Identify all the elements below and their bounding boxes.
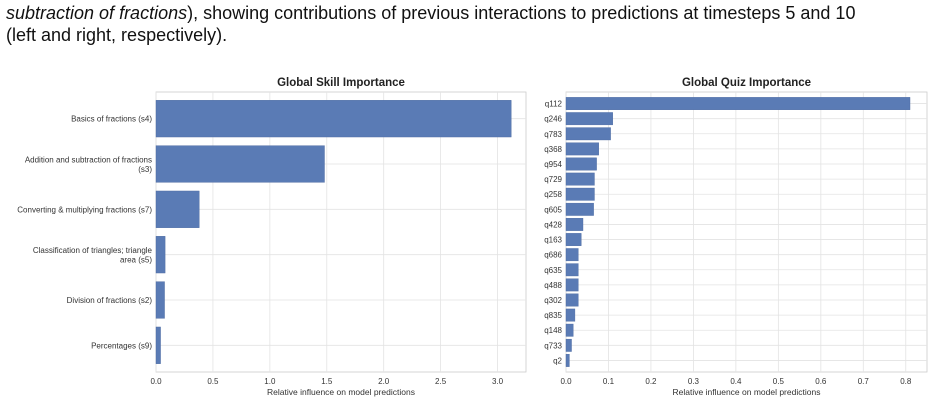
quiz-plot-frame <box>565 91 928 373</box>
caption-line1-rest: ), showing contributions of previous int… <box>187 3 856 23</box>
quiz-bar <box>565 127 611 141</box>
skill-category-label: area (s5) <box>120 255 152 264</box>
quiz-x-axis-label: Relative influence on model predictions <box>673 387 821 397</box>
quiz-xtick-label: 0.2 <box>645 377 657 386</box>
quiz-category-label: q733 <box>544 341 562 350</box>
skill-bar <box>155 326 161 364</box>
skill-xtick-label: 2.0 <box>378 377 390 386</box>
quiz-xtick-label: 0.7 <box>858 377 870 386</box>
quiz-bar <box>565 233 582 246</box>
skill-bar <box>155 190 200 228</box>
quiz-bar <box>565 338 572 352</box>
quiz-bar <box>565 172 595 186</box>
quiz-bar <box>565 323 574 337</box>
skill-category-label: Percentages (s9) <box>91 341 152 350</box>
quiz-bar <box>565 278 579 292</box>
quiz-category-label: q302 <box>544 296 562 305</box>
quiz-xtick-label: 0.3 <box>688 377 700 386</box>
quiz-bar <box>565 218 584 231</box>
quiz-xtick-label: 0.1 <box>603 377 615 386</box>
skill-xtick-label: 0.0 <box>150 377 162 386</box>
quiz-category-label: q112 <box>545 100 563 109</box>
quiz-bar <box>565 157 597 171</box>
quiz-bar <box>565 248 579 262</box>
quiz-bar <box>565 263 579 277</box>
skill-x-axis-label: Relative influence on model predictions <box>267 387 415 397</box>
quiz-bar <box>565 187 595 201</box>
quiz-bar <box>565 112 613 126</box>
quiz-category-label: q729 <box>544 175 562 184</box>
quiz-bar <box>565 97 911 110</box>
skill-xtick-label: 2.5 <box>435 377 447 386</box>
skill-category-label: Addition and subtraction of fractions <box>25 155 152 164</box>
quiz-category-label: q488 <box>544 281 562 290</box>
quiz-xtick-label: 0.6 <box>815 377 827 386</box>
quiz-bar <box>565 142 599 156</box>
quiz-bar <box>565 202 594 216</box>
skill-category-label: Division of fractions (s2) <box>67 296 153 305</box>
skill-bar <box>155 100 512 138</box>
skill-chart-title: Global Skill Importance <box>277 77 405 89</box>
quiz-category-label: q368 <box>544 145 562 154</box>
quiz-chart-title: Global Quiz Importance <box>682 77 811 89</box>
skill-plot-frame <box>155 91 527 373</box>
quiz-category-label: q686 <box>544 251 562 260</box>
skill-xtick-label: 1.0 <box>264 377 276 386</box>
quiz-category-label: q163 <box>544 236 562 245</box>
skill-bar <box>155 145 325 183</box>
skill-category-label: Classification of triangles; triangle <box>33 246 153 255</box>
skill-category-label: (s3) <box>138 165 152 174</box>
quiz-category-label: q954 <box>544 160 562 169</box>
quiz-bar <box>565 354 570 367</box>
quiz-category-label: q635 <box>544 266 562 275</box>
quiz-xtick-label: 0.5 <box>773 377 785 386</box>
caption-line2: (left and right, respectively). <box>6 25 228 45</box>
skill-bar <box>155 281 165 319</box>
caption-italic: subtraction of fractions <box>6 3 188 23</box>
skill-xtick-label: 0.5 <box>207 377 219 386</box>
quiz-category-label: q835 <box>544 311 562 320</box>
quiz-category-label: q2 <box>553 356 562 365</box>
quiz-category-label: q783 <box>544 130 562 139</box>
quiz-xtick-label: 0.0 <box>560 377 572 386</box>
quiz-category-label: q605 <box>544 205 562 214</box>
quiz-xtick-label: 0.4 <box>730 377 742 386</box>
skill-category-label: Basics of fractions (s4) <box>71 115 152 124</box>
quiz-category-label: q258 <box>544 190 562 199</box>
quiz-category-label: q246 <box>544 115 562 124</box>
skill-xtick-label: 3.0 <box>492 377 504 386</box>
skill-category-label: Converting & multiplying fractions (s7) <box>17 205 152 214</box>
skill-xtick-label: 1.5 <box>321 377 333 386</box>
quiz-bar <box>565 293 579 307</box>
quiz-category-label: q428 <box>544 220 562 229</box>
quiz-bar <box>565 308 576 322</box>
figure-caption: subtraction of fractions), showing contr… <box>6 2 941 46</box>
skill-bar <box>155 236 166 274</box>
quiz-category-label: q148 <box>544 326 562 335</box>
quiz-xtick-label: 0.8 <box>900 377 912 386</box>
